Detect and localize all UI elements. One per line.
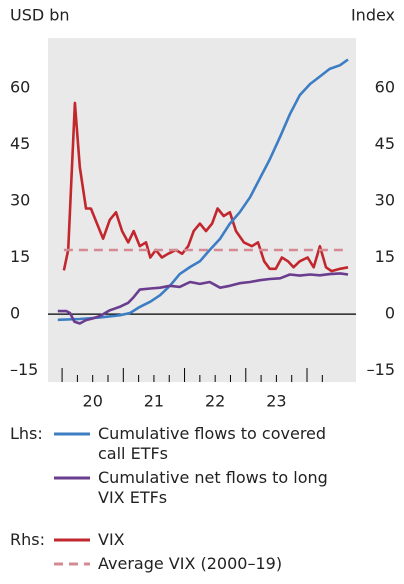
y-axis-label: USD bn bbox=[10, 6, 70, 25]
y2-tick-label: 30 bbox=[375, 190, 395, 209]
legend-swatch bbox=[54, 562, 90, 566]
legend-text: Average VIX (2000–19) bbox=[98, 554, 283, 573]
legend: Lhs: Cumulative flows to covered call ETF… bbox=[10, 424, 400, 578]
legend-item: Lhs: Cumulative flows to covered call ETF… bbox=[10, 424, 400, 464]
series-line bbox=[57, 58, 349, 322]
legend-text: Cumulative net flows to long VIX ETFs bbox=[98, 468, 328, 507]
y2-axis-label: Index bbox=[351, 6, 395, 25]
y-tick-label: 45 bbox=[10, 134, 30, 153]
legend-group-label: Rhs: bbox=[10, 530, 45, 549]
y-tick-label: –15 bbox=[10, 360, 38, 379]
y-tick-label: 30 bbox=[10, 190, 30, 209]
legend-swatch bbox=[54, 538, 90, 542]
y2-tick-label: 0 bbox=[385, 304, 395, 323]
series-line bbox=[62, 101, 349, 273]
x-tick-label: 22 bbox=[205, 392, 225, 411]
chart: USD bn Index –15 0 15 30 45 60 –15 0 15 30 45 60 20 2… bbox=[10, 6, 395, 411]
x-tick-label: 21 bbox=[144, 392, 164, 411]
y2-tick-label: 15 bbox=[375, 247, 395, 266]
y2-tick-label: 60 bbox=[375, 77, 395, 96]
y2-tick-label: 45 bbox=[375, 134, 395, 153]
legend-text: VIX bbox=[98, 530, 125, 549]
legend-swatch bbox=[54, 432, 90, 436]
legend-item: Cumulative net flows to long VIX ETFs bbox=[10, 468, 400, 508]
plot-area bbox=[48, 38, 356, 382]
legend-item: Rhs: VIX bbox=[10, 530, 400, 550]
y-tick-label: 0 bbox=[10, 304, 20, 323]
y-tick-label: 15 bbox=[10, 247, 30, 266]
y-tick-label: 60 bbox=[10, 77, 30, 96]
legend-item: Average VIX (2000–19) bbox=[10, 554, 400, 574]
legend-group-label: Lhs: bbox=[10, 424, 43, 443]
legend-text: Cumulative flows to covered call ETFs bbox=[98, 424, 327, 463]
series-line bbox=[57, 272, 349, 325]
x-tick-label: 23 bbox=[266, 392, 286, 411]
legend-swatch bbox=[54, 476, 90, 480]
x-tick-label: 20 bbox=[83, 392, 103, 411]
y2-tick-label: –15 bbox=[367, 360, 395, 379]
